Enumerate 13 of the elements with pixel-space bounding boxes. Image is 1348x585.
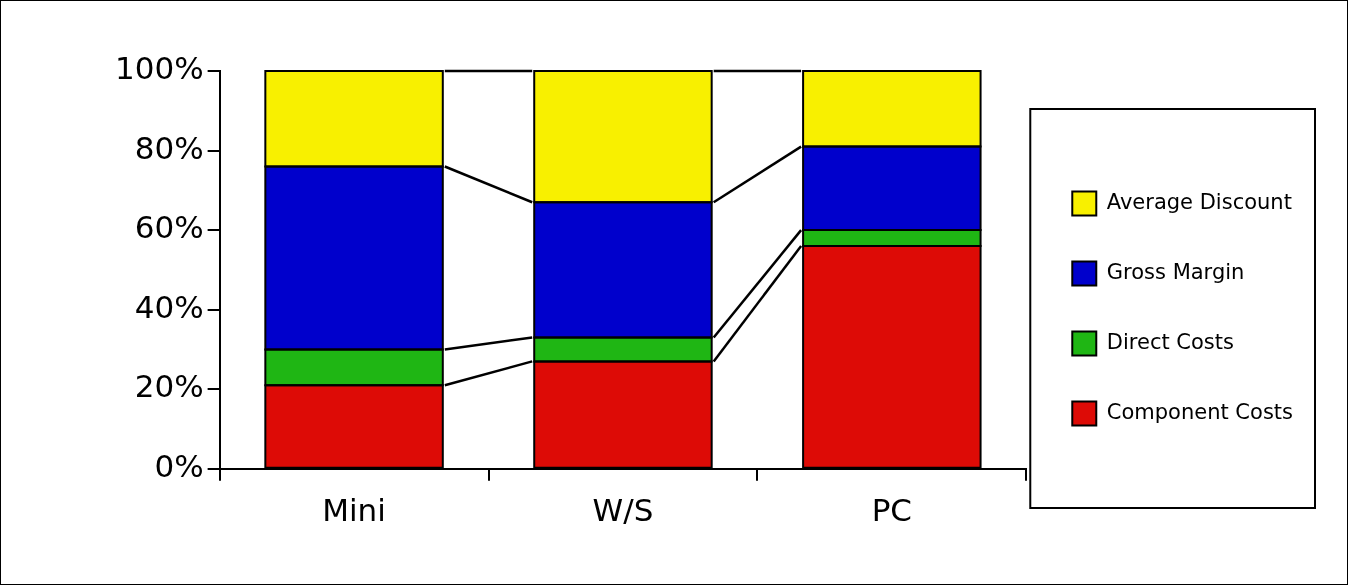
y-tick-label: 60%	[134, 209, 204, 246]
y-tick-label: 40%	[134, 288, 204, 325]
x-tick-label: PC	[871, 492, 913, 529]
y-tick-label: 80%	[134, 129, 204, 166]
x-tick-label: Mini	[322, 492, 386, 529]
y-tick-label: 20%	[134, 368, 204, 405]
legend-label: Direct Costs	[1106, 329, 1234, 354]
legend-label: Component Costs	[1106, 399, 1294, 424]
x-tick-label: W/S	[592, 492, 654, 529]
legend-label: Gross Margin	[1106, 259, 1245, 284]
y-tick-label: 0%	[154, 447, 204, 484]
legend-label: Average Discount	[1106, 189, 1292, 214]
y-tick-label: 100%	[114, 50, 204, 87]
